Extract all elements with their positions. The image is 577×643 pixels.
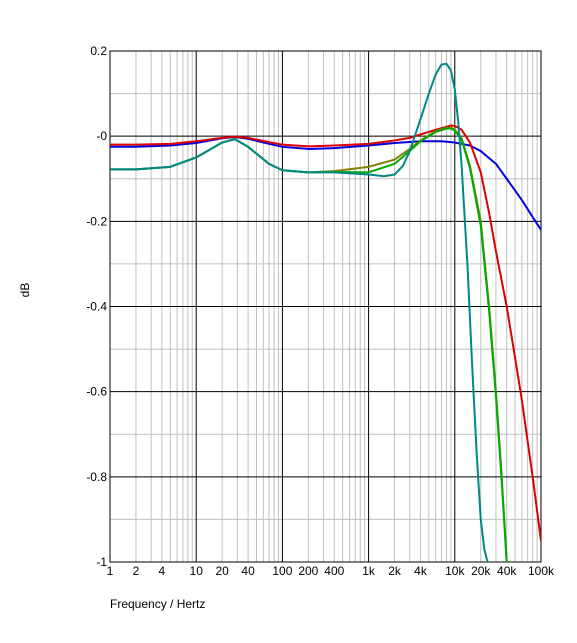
x-tick-label: 20k	[471, 564, 491, 578]
y-tick-label: -0	[96, 129, 107, 143]
y-tick-label: -0.8	[86, 470, 107, 484]
x-axis-label: Frequency / Hertz	[110, 597, 205, 611]
x-tick-label: 200	[298, 564, 318, 578]
x-tick-label: 2k	[388, 564, 402, 578]
x-tick-label: 40	[241, 564, 255, 578]
x-tick-label: 4k	[414, 564, 428, 578]
major-gridlines	[110, 51, 541, 562]
y-tick-label: -1	[96, 555, 107, 569]
x-tick-label: 1k	[362, 564, 376, 578]
x-tick-label: 40k	[497, 564, 517, 578]
x-tick-label: 4	[159, 564, 166, 578]
series-line-5	[110, 62, 489, 562]
x-tick-label: 2	[133, 564, 140, 578]
x-tick-label: 20	[215, 564, 229, 578]
x-tick-label: 100	[272, 564, 292, 578]
plot-area-frame	[109, 50, 542, 563]
x-tick-labels: 1 2 4 10 20 40 100 200 400 1k 2k 4k 10k 20k 40k 100k	[107, 564, 555, 578]
y-tick-labels: 0.2 -0 -0.2 -0.4 -0.6 -0.8 -1	[86, 44, 107, 569]
y-tick-label: -0.2	[86, 214, 107, 228]
y-tick-label: -0.4	[86, 300, 107, 314]
series-line-1	[110, 136, 541, 231]
y-tick-label: -0.6	[86, 385, 107, 399]
series-line-2	[110, 124, 541, 542]
series-layer	[110, 62, 541, 562]
y-axis-label: dB	[18, 283, 32, 298]
x-tick-label: 400	[324, 564, 344, 578]
y-tick-label: 0.2	[90, 44, 107, 58]
x-tick-label: 100k	[528, 564, 555, 578]
x-tick-label: 10	[190, 564, 204, 578]
x-tick-label: 1	[107, 564, 114, 578]
x-tick-label: 10k	[445, 564, 465, 578]
